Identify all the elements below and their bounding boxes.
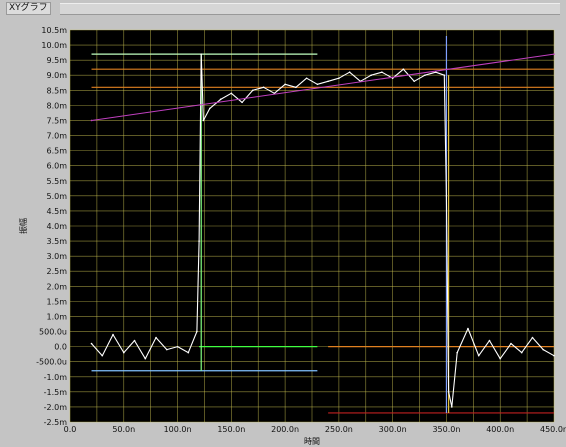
data-point — [187, 351, 190, 354]
data-point — [381, 71, 383, 74]
y-tick-label: 6.5m — [46, 147, 67, 156]
data-point — [467, 327, 469, 330]
data-point — [477, 354, 480, 357]
data-point — [122, 351, 125, 354]
data-point — [553, 354, 555, 357]
data-point — [488, 339, 491, 342]
x-tick-label: 450.0n — [540, 425, 566, 434]
y-tick-label: 5.0m — [46, 192, 67, 201]
y-tick-label: -1.0m — [44, 373, 68, 382]
data-point — [499, 357, 502, 360]
data-point — [510, 342, 512, 345]
y-axis-label: 振幅 — [18, 218, 28, 234]
data-point — [316, 83, 319, 86]
y-tick-label: 3.0m — [46, 252, 67, 261]
data-point — [200, 53, 203, 55]
y-tick-label: 7.5m — [46, 116, 67, 125]
data-point — [196, 330, 198, 333]
data-point — [241, 101, 243, 104]
series-line-1 — [91, 53, 555, 121]
data-point — [90, 342, 93, 345]
y-tick-label: 5.5m — [46, 177, 67, 186]
y-tick-label: 500.0u — [39, 328, 67, 337]
data-point — [370, 74, 372, 77]
y-tick-label: 7.0m — [46, 132, 67, 141]
y-tick-label: 9.5m — [46, 56, 67, 65]
data-point — [284, 83, 286, 86]
data-point — [155, 336, 157, 339]
data-point — [230, 92, 233, 95]
data-point — [144, 357, 147, 360]
data-point — [327, 80, 329, 83]
x-tick-label: 150.0n — [217, 425, 245, 434]
data-point — [443, 74, 446, 77]
y-tick-label: 1.0m — [46, 312, 67, 321]
data-point — [252, 89, 254, 92]
data-point — [338, 77, 340, 80]
data-point — [198, 240, 200, 242]
y-tick-label: -500.0u — [36, 358, 67, 367]
x-tick-label: 250.0n — [325, 425, 353, 434]
y-tick-label: 2.5m — [46, 267, 67, 276]
data-point — [542, 348, 545, 351]
data-point — [451, 406, 453, 408]
x-axis-label: 時間 — [304, 437, 320, 446]
y-tick-label: 4.5m — [46, 207, 67, 216]
data-point — [262, 86, 265, 89]
y-tick-label: 3.5m — [46, 237, 67, 246]
x-tick-label: 400.0n — [486, 425, 514, 434]
data-point — [445, 195, 448, 197]
data-point — [101, 354, 104, 357]
data-point — [90, 119, 93, 122]
y-tick-label: -2.5m — [44, 418, 68, 427]
data-point — [209, 107, 211, 110]
y-tick-label: 8.0m — [46, 101, 67, 110]
data-point — [112, 333, 114, 336]
series-layer — [90, 53, 555, 408]
y-tick-label: 6.0m — [46, 162, 67, 171]
x-tick-label: 200.0n — [271, 425, 299, 434]
x-tick-label: 300.0n — [379, 425, 407, 434]
data-point — [166, 348, 168, 351]
y-tick-label: -2.0m — [44, 403, 68, 412]
data-point — [447, 391, 450, 393]
title-bar — [60, 3, 560, 15]
data-point — [413, 80, 415, 83]
y-tick-label: 10.5m — [41, 26, 67, 35]
data-point — [348, 71, 351, 74]
data-point — [553, 53, 555, 55]
x-axis-ticks: 0.0 50.0n 100.0n 150.0n 200.0n 250.0n 300.0n 35… — [64, 425, 566, 434]
data-point — [520, 351, 523, 354]
y-tick-label: 8.5m — [46, 86, 67, 95]
graph-title: XYグラフ — [6, 2, 51, 15]
data-point — [456, 351, 459, 354]
data-point — [391, 77, 394, 80]
data-point — [305, 77, 308, 80]
data-point — [402, 68, 405, 70]
x-tick-label: 50.0n — [112, 425, 135, 434]
y-tick-label: 10.0m — [41, 41, 67, 50]
series-line-0 — [91, 53, 555, 408]
x-tick-label: 0.0 — [64, 425, 77, 434]
y-tick-label: 9.0m — [46, 71, 67, 80]
x-tick-label: 350.0n — [432, 425, 460, 434]
data-point — [434, 71, 437, 74]
y-tick-label: 4.0m — [46, 222, 67, 231]
data-point — [133, 339, 136, 342]
data-point — [295, 86, 297, 89]
x-tick-label: 100.0n — [164, 425, 192, 434]
y-axis-ticks: -2.5m -2.0m -1.5m -1.0m -500.0u 0.0 500.0u 1.0m… — [36, 26, 67, 427]
y-tick-label: 1.5m — [46, 297, 67, 306]
data-point — [531, 336, 534, 339]
data-point — [424, 74, 426, 77]
y-tick-label: 0.0 — [54, 343, 67, 352]
y-tick-label: -1.5m — [44, 388, 68, 397]
y-tick-label: 2.0m — [46, 282, 67, 291]
data-point — [176, 345, 179, 348]
data-point — [219, 98, 222, 101]
data-point — [202, 119, 205, 122]
